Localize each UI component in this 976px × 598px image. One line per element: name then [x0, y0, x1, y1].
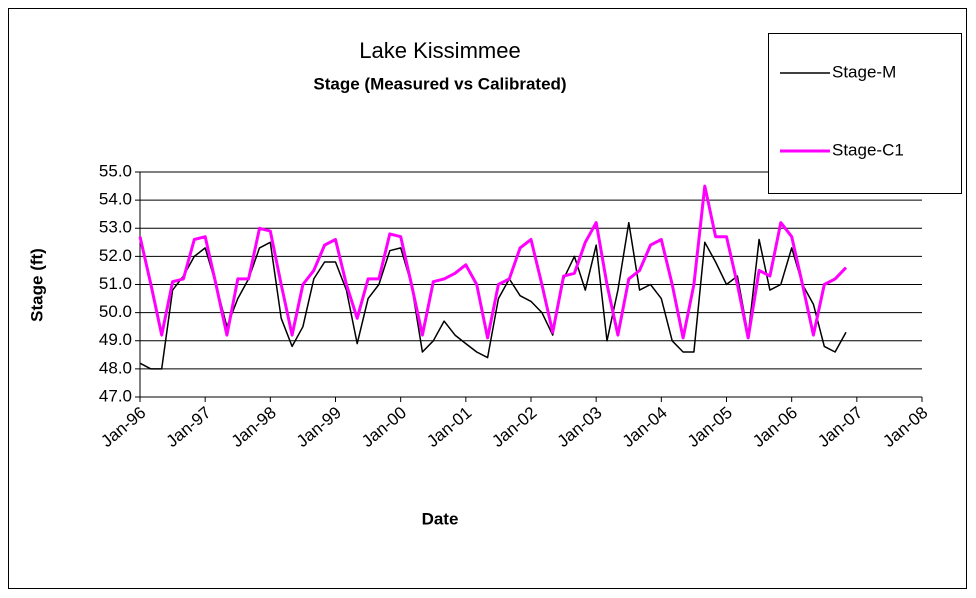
chart-title: Lake Kissimmee: [359, 38, 520, 63]
legend-label: Stage-C1: [832, 140, 904, 159]
x-axis-label: Date: [422, 509, 459, 528]
series-line: [138, 184, 848, 340]
series-line: [139, 221, 847, 370]
y-tick-label: 52.0: [99, 246, 132, 265]
y-tick-label: 48.0: [99, 358, 132, 377]
y-tick-label: 53.0: [99, 218, 132, 237]
chart-subtitle: Stage (Measured vs Calibrated): [313, 74, 566, 93]
y-tick-label: 47.0: [99, 386, 132, 405]
y-tick-label: 51.0: [99, 274, 132, 293]
y-axis-label: Stage (ft): [27, 248, 46, 322]
legend-label: Stage-M: [832, 62, 896, 81]
y-tick-label: 50.0: [99, 302, 132, 321]
legend-box: [768, 33, 962, 194]
y-tick-label: 54.0: [99, 190, 132, 209]
y-tick-label: 55.0: [99, 161, 132, 180]
y-tick-label: 49.0: [99, 330, 132, 349]
